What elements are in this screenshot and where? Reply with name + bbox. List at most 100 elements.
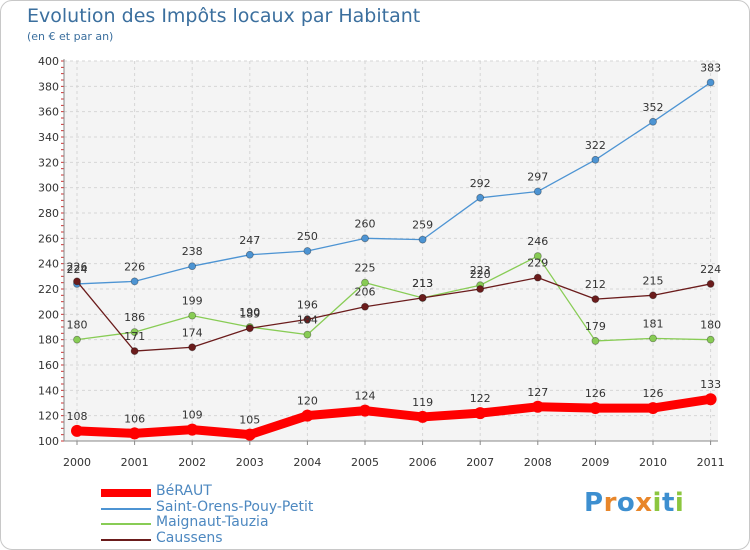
data-label: 322 — [585, 139, 606, 152]
y-tick-label: 180 — [38, 334, 59, 347]
data-label: 171 — [124, 330, 145, 343]
plot-area — [64, 61, 718, 441]
x-tick-label: 2001 — [121, 456, 149, 469]
data-label: 225 — [355, 262, 376, 275]
x-tick-label: 2007 — [466, 456, 494, 469]
data-point — [243, 428, 256, 441]
proxiti-logo: Proxiti — [584, 488, 684, 518]
data-label: 213 — [412, 277, 433, 290]
data-label: 126 — [585, 387, 606, 400]
data-label: 260 — [355, 217, 376, 230]
data-label: 259 — [412, 219, 433, 232]
legend-swatch — [101, 507, 151, 510]
y-tick-label: 220 — [38, 283, 59, 296]
legend-label: BéRAUT — [156, 483, 212, 499]
data-label: 105 — [239, 414, 260, 427]
data-label: 180 — [700, 319, 721, 332]
data-point — [418, 235, 427, 244]
data-point — [71, 424, 83, 437]
data-label: 223 — [470, 264, 491, 277]
gridlines — [64, 60, 718, 442]
legend-swatch — [101, 538, 151, 541]
data-point — [533, 273, 542, 282]
data-point — [301, 409, 314, 422]
axes: 100 120 140 160 180 200 220 240 260 280 300 320 340 3… — [38, 55, 725, 469]
x-tick-label: 2006 — [409, 456, 437, 469]
legend-label: Caussens — [156, 529, 223, 546]
data-label: 189 — [239, 307, 260, 320]
data-label: 212 — [585, 278, 606, 291]
data-label: 226 — [124, 260, 145, 273]
data-point — [130, 347, 139, 355]
data-point — [418, 293, 427, 302]
data-label: 383 — [700, 62, 721, 75]
data-point — [361, 302, 369, 311]
data-label: 184 — [297, 314, 318, 327]
chart-subtitle: (en € et par an) — [27, 30, 114, 43]
x-tick-label: 2010 — [639, 456, 667, 469]
data-point — [188, 311, 197, 320]
data-label: 119 — [412, 396, 433, 409]
data-label: 186 — [124, 311, 145, 324]
data-label: 250 — [297, 230, 318, 243]
data-point — [359, 404, 371, 417]
data-label: 179 — [585, 320, 606, 333]
logo-letter: P — [584, 488, 604, 518]
data-point — [130, 328, 139, 336]
x-tick-label: 2008 — [524, 456, 552, 469]
data-point — [416, 410, 429, 423]
data-point — [130, 277, 139, 286]
logo-letter: r — [603, 488, 617, 518]
data-label: 133 — [700, 378, 721, 391]
series-line — [72, 394, 716, 440]
x-tick-label: 2003 — [236, 456, 264, 469]
data-label: 206 — [355, 286, 376, 299]
y-tick-label: 320 — [38, 156, 59, 169]
data-point — [649, 117, 657, 126]
data-point — [476, 285, 485, 293]
data-point — [706, 78, 715, 87]
y-tick-label: 200 — [38, 308, 59, 321]
data-label: 220 — [470, 268, 491, 281]
y-tick-label: 140 — [38, 384, 59, 397]
x-tick-label: 2000 — [63, 456, 91, 469]
series-line — [76, 255, 712, 342]
data-point — [591, 295, 600, 304]
y-tick-label: 340 — [38, 131, 59, 144]
data-label: 247 — [239, 234, 260, 247]
data-point — [303, 315, 312, 324]
x-tick-label: 2002 — [178, 456, 206, 469]
y-tick-label: 280 — [38, 207, 59, 220]
data-point — [706, 335, 715, 344]
data-label: 226 — [67, 260, 88, 273]
y-tick-label: 300 — [38, 182, 59, 195]
series-lines — [71, 78, 717, 441]
data-label: 224 — [67, 263, 88, 276]
data-label: 124 — [355, 390, 376, 403]
data-label: 224 — [700, 263, 721, 276]
data-point — [361, 234, 369, 243]
logo-letter: o — [616, 488, 636, 518]
data-point — [303, 247, 312, 255]
legend-swatch — [101, 523, 151, 525]
data-point — [128, 427, 141, 440]
data-label: 126 — [643, 387, 664, 400]
legend-label: Saint-Orens-Pouy-Petit — [156, 498, 314, 515]
y-tick-label: 100 — [38, 435, 59, 448]
y-tick-label: 160 — [38, 359, 59, 372]
data-point — [474, 407, 487, 420]
data-label: 127 — [527, 386, 548, 399]
x-tick-label: 2004 — [293, 456, 321, 469]
logo-letter: i — [652, 488, 662, 518]
series-line — [76, 81, 712, 285]
data-label: 120 — [297, 395, 318, 408]
y-tick-label: 260 — [38, 232, 59, 245]
data-label: 199 — [182, 295, 203, 308]
data-point — [533, 187, 542, 196]
data-label: 297 — [527, 170, 548, 183]
data-label: 106 — [124, 412, 145, 425]
x-tick-label: 2005 — [351, 456, 379, 469]
